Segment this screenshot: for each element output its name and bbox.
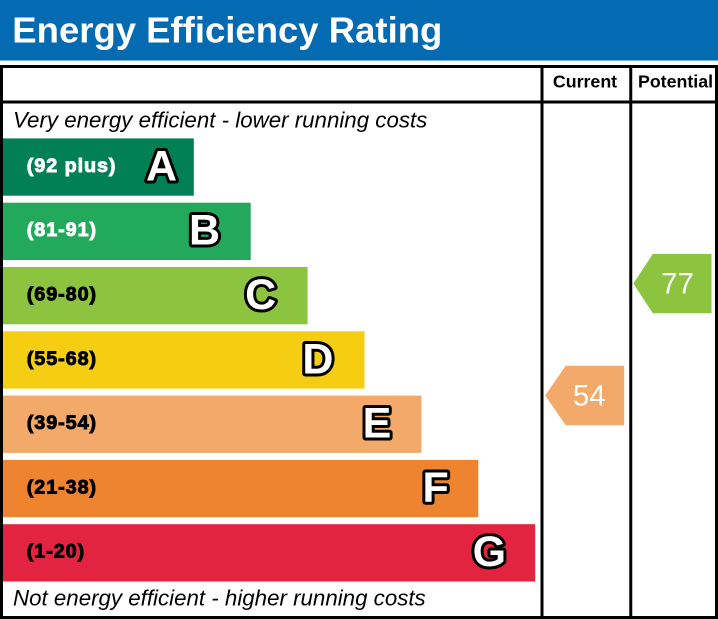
svg-text:B: B <box>189 207 220 255</box>
svg-text:(39-54): (39-54) <box>27 412 97 434</box>
svg-text:54: 54 <box>573 380 606 413</box>
svg-text:Potential: Potential <box>638 72 713 92</box>
svg-text:Not energy efficient - higher: Not energy efficient - higher running co… <box>13 586 426 611</box>
svg-text:C: C <box>245 271 276 319</box>
svg-text:A: A <box>146 142 177 190</box>
svg-text:(81-91): (81-91) <box>27 219 97 241</box>
svg-text:E: E <box>363 400 392 448</box>
svg-text:77: 77 <box>661 267 694 300</box>
svg-text:Very energy efficient - lower: Very energy efficient - lower running co… <box>13 107 427 132</box>
svg-text:Energy Efficiency Rating: Energy Efficiency Rating <box>12 10 442 51</box>
svg-text:G: G <box>473 528 506 576</box>
svg-text:(92 plus): (92 plus) <box>27 155 117 177</box>
svg-text:(21-38): (21-38) <box>27 476 97 498</box>
svg-text:F: F <box>423 464 449 512</box>
svg-text:Current: Current <box>553 72 617 92</box>
svg-text:(1-20): (1-20) <box>27 541 85 563</box>
svg-text:(69-80): (69-80) <box>27 284 97 306</box>
svg-text:(55-68): (55-68) <box>27 348 97 370</box>
svg-text:D: D <box>302 335 333 383</box>
